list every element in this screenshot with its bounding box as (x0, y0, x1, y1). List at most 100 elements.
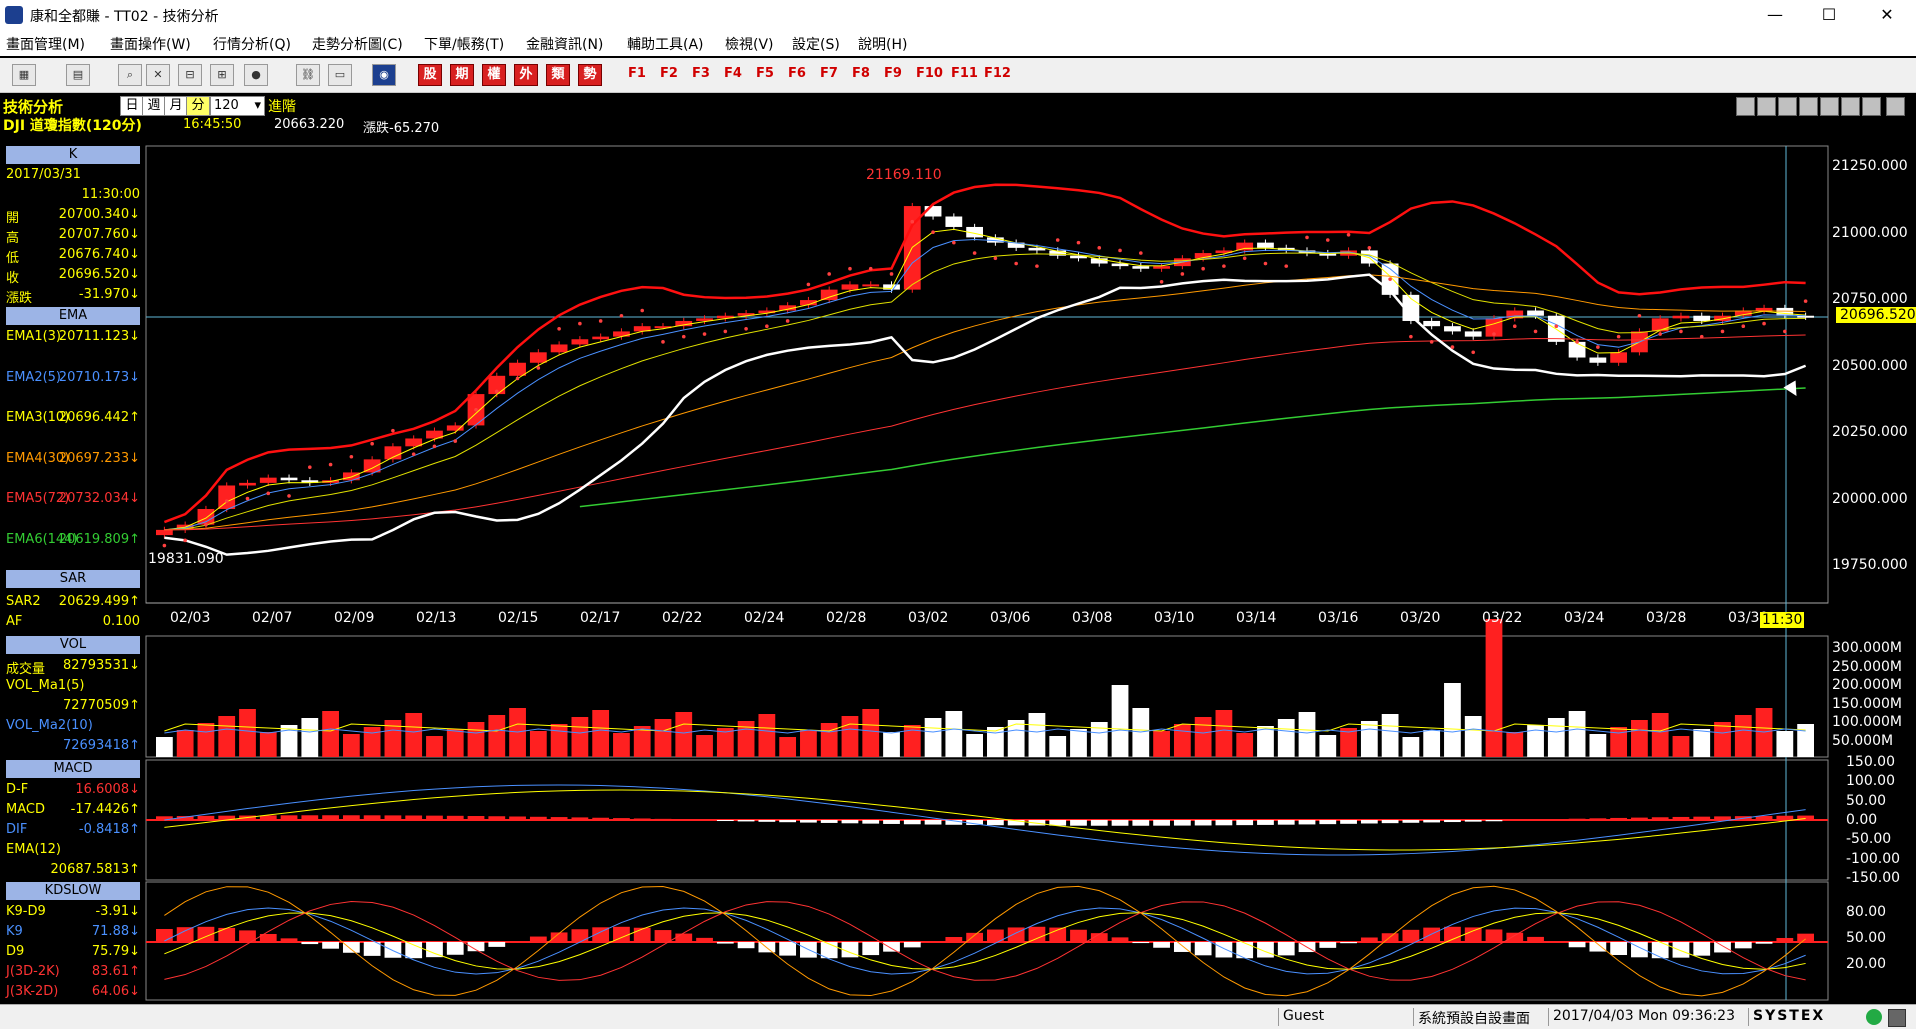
volume-axis-label: 50.000M (1832, 732, 1894, 749)
menu-order-account[interactable]: 下單/帳務(T) (424, 37, 505, 53)
split-icon[interactable]: ⊟ (178, 64, 202, 86)
advanced-button[interactable]: 進階 (268, 99, 296, 115)
candle-body (633, 326, 651, 332)
search-icon[interactable]: ⌕ (118, 64, 142, 86)
kd-bar (987, 929, 1004, 943)
period-week[interactable]: 週 (142, 96, 166, 116)
sar-dot (204, 522, 208, 527)
f8-key[interactable]: F8 (852, 66, 870, 81)
menu-tools[interactable]: 輔助工具(A) (627, 37, 704, 53)
f12-key[interactable]: F12 (984, 66, 1011, 81)
menu-finance-info[interactable]: 金融資訊(N) (526, 37, 604, 53)
menu-settings[interactable]: 設定(S) (792, 37, 840, 53)
volume-bar (737, 721, 755, 757)
tile-icon[interactable]: ⊞ (210, 64, 234, 86)
kd-bar (1360, 937, 1378, 943)
menu-screen-manage[interactable]: 畫面管理(M) (6, 37, 86, 53)
candle-body (1215, 250, 1233, 254)
foreign-button[interactable]: 外 (514, 64, 538, 86)
minimize-button[interactable]: — (1767, 5, 1783, 24)
x-axis-label: 03/22 (1482, 610, 1523, 626)
kd-bar (1236, 942, 1254, 959)
j2-line (164, 885, 1806, 997)
kd-bar (529, 936, 547, 943)
kd-bar (1402, 929, 1420, 943)
f11-key[interactable]: F11 (951, 66, 978, 81)
zoom-out-icon[interactable] (1736, 97, 1755, 116)
kd-bar (716, 942, 734, 944)
volume-bar (1153, 731, 1170, 757)
sar-dot (889, 272, 894, 276)
save-layout-icon[interactable]: ▤ (66, 64, 90, 86)
category-button[interactable]: 類 (546, 64, 570, 86)
close-chart-icon[interactable] (1886, 97, 1905, 116)
menu-view[interactable]: 檢視(V) (725, 37, 774, 53)
x-axis-label: 02/22 (662, 610, 703, 626)
interval-select[interactable]: 120 ▾ (210, 96, 265, 116)
search-plus-icon[interactable] (1799, 97, 1818, 116)
volume-bar (1402, 737, 1420, 757)
options-button[interactable]: 權 (482, 64, 506, 86)
x-axis-label: 03/08 (1072, 610, 1113, 626)
monitor-icon[interactable]: ▭ (328, 64, 352, 86)
period-month[interactable]: 月 (164, 96, 188, 116)
sar-dot (785, 319, 790, 323)
maximize-button[interactable]: ☐ (1821, 5, 1837, 24)
sar-dot (1159, 279, 1164, 284)
f1-key[interactable]: F1 (628, 66, 646, 81)
zoom-in-icon[interactable] (1757, 97, 1776, 116)
search-minus-icon[interactable] (1778, 97, 1797, 116)
kd-bar (1319, 942, 1337, 948)
menu-quote-analysis[interactable]: 行情分析(Q) (213, 37, 291, 53)
macd-bar (1755, 815, 1773, 821)
kd-bar (1111, 937, 1129, 943)
kd-bar (301, 942, 319, 945)
panel_k-label: 低 (6, 251, 20, 266)
macd-bar (1028, 820, 1046, 826)
kd-bar (384, 942, 402, 958)
trend-button[interactable]: 勢 (578, 64, 602, 86)
link-icon[interactable]: ⛓ (296, 64, 320, 86)
f3-key[interactable]: F3 (692, 66, 710, 81)
save-icon[interactable] (1841, 97, 1860, 116)
sar-dot (1055, 238, 1060, 242)
x-axis-label: 02/07 (252, 610, 293, 626)
menu-help[interactable]: 說明(H) (858, 37, 908, 53)
logo-icon[interactable]: ◉ (372, 64, 396, 86)
volume-axis-label: 100.000M (1832, 714, 1902, 730)
sar-dot (515, 376, 520, 381)
f2-key[interactable]: F2 (660, 66, 678, 81)
close-button[interactable]: ✕ (1880, 5, 1894, 24)
candle-body (1485, 318, 1503, 337)
futures-button[interactable]: 期 (450, 64, 474, 86)
panel_sar-label: SAR2 (6, 594, 41, 609)
f7-key[interactable]: F7 (820, 66, 838, 81)
volume-bar (1194, 717, 1212, 757)
x-axis-label: 02/15 (498, 610, 539, 626)
coin-icon[interactable]: ● (244, 64, 268, 86)
f9-key[interactable]: F9 (884, 66, 902, 81)
volume-bar (405, 713, 423, 757)
f4-key[interactable]: F4 (724, 66, 742, 81)
macd-line (164, 789, 1806, 851)
f10-key[interactable]: F10 (916, 66, 943, 81)
period-day[interactable]: 日 (120, 96, 144, 116)
close-window-icon[interactable]: ✕ (146, 64, 170, 86)
sar-dot (1803, 299, 1808, 303)
panel_macd-value: 16.6008↓ (75, 782, 140, 797)
macd-bar (1194, 820, 1212, 826)
print-icon[interactable] (1820, 97, 1839, 116)
period-minute[interactable]: 分 (186, 96, 210, 116)
f5-key[interactable]: F5 (756, 66, 774, 81)
settings-icon[interactable] (1888, 1009, 1906, 1027)
price-axis-label: 21250.000 (1832, 158, 1908, 174)
f6-key[interactable]: F6 (788, 66, 806, 81)
volume-bar (301, 718, 319, 757)
menu-screen-operate[interactable]: 畫面操作(W) (110, 37, 191, 53)
kd-bar (1527, 936, 1544, 943)
x-axis-label: 03/02 (908, 610, 949, 626)
layout-icon[interactable]: ▦ (12, 64, 36, 86)
menu-trend-chart[interactable]: 走勢分析圖(C) (312, 37, 403, 53)
stock-button[interactable]: 股 (418, 64, 442, 86)
copy-icon[interactable] (1862, 97, 1881, 116)
